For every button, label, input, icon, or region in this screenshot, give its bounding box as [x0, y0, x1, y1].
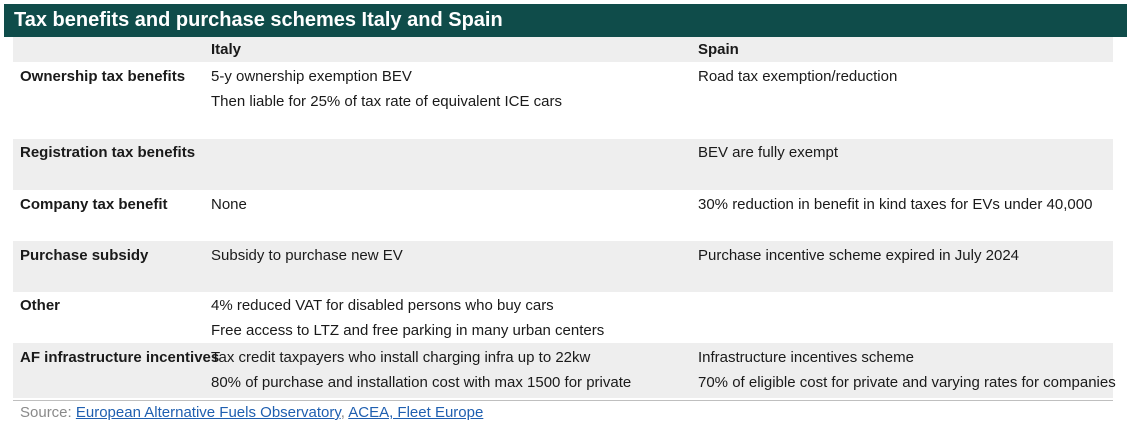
cell-text: Infrastructure incentives scheme: [698, 349, 914, 366]
spain-cell: 30% reduction in benefit in kind taxes f…: [698, 192, 1092, 217]
cell-text: 4% reduced VAT for disabled persons who …: [211, 297, 554, 314]
footer-divider: [13, 400, 1113, 401]
cell-text: Purchase incentive scheme expired in Jul…: [698, 247, 1020, 264]
page-title: Tax benefits and purchase schemes Italy …: [14, 9, 503, 31]
spain-cell: BEV are fully exempt: [698, 140, 838, 165]
source-prefix: Source:: [20, 404, 72, 421]
source-link-eafo[interactable]: European Alternative Fuels Observatory: [75, 404, 341, 421]
table-header-row: Italy Spain: [13, 37, 1113, 62]
table-row: Ownership tax benefits 5-y ownership exe…: [13, 62, 1113, 139]
table-row: Registration tax benefits BEV are fully …: [13, 139, 1113, 190]
italy-cell: 5-y ownership exemption BEV Then liable …: [211, 64, 562, 114]
source-link-acea[interactable]: ACEA, Fleet Europe: [348, 404, 484, 421]
column-header-italy: Italy: [211, 41, 242, 58]
source-note: Source: European Alternative Fuels Obser…: [20, 404, 483, 421]
table-row: Other 4% reduced VAT for disabled person…: [13, 292, 1113, 343]
cell-text: BEV are fully exempt: [698, 144, 839, 161]
cell-text: 70% of eligible cost for private and var…: [698, 374, 1116, 391]
cell-text: 5-y ownership exemption BEV: [211, 68, 412, 85]
row-label: Company tax benefit: [20, 196, 168, 213]
italy-cell: 4% reduced VAT for disabled persons who …: [211, 293, 604, 343]
cell-text: Then liable for 25% of tax rate of equiv…: [211, 93, 563, 110]
cell-text: None: [211, 196, 247, 213]
source-separator: ,: [340, 404, 345, 421]
row-label: Other: [20, 297, 61, 314]
table-row: AF infrastructure incentives Tax credit …: [13, 343, 1116, 398]
row-label: Purchase subsidy: [20, 247, 149, 264]
cell-text: Free access to LTZ and free parking in m…: [211, 322, 605, 339]
table-row: Company tax benefit None 30% reduction i…: [13, 190, 1113, 241]
cell-text: Subsidy to purchase new EV: [211, 247, 403, 264]
cell-text: 30% reduction in benefit in kind taxes f…: [698, 196, 1093, 213]
row-label: AF infrastructure incentives: [20, 349, 220, 366]
cell-text: 80% of purchase and installation cost wi…: [211, 374, 632, 391]
italy-cell: Tax credit taxpayers who install chargin…: [211, 345, 631, 395]
italy-cell: None: [211, 192, 247, 217]
table-title-bar: Tax benefits and purchase schemes Italy …: [4, 4, 1127, 37]
spain-cell: Infrastructure incentives scheme 70% of …: [698, 345, 1116, 395]
cell-text: Road tax exemption/reduction: [698, 68, 898, 85]
spain-cell: Road tax exemption/reduction: [698, 64, 897, 89]
row-label: Registration tax benefits: [20, 144, 196, 161]
spain-cell: Purchase incentive scheme expired in Jul…: [698, 243, 1019, 268]
italy-cell: Subsidy to purchase new EV: [211, 243, 403, 268]
row-label: Ownership tax benefits: [20, 68, 186, 85]
cell-text: Tax credit taxpayers who install chargin…: [211, 349, 591, 366]
table-row: Purchase subsidy Subsidy to purchase new…: [13, 241, 1113, 292]
column-header-spain: Spain: [698, 41, 739, 58]
